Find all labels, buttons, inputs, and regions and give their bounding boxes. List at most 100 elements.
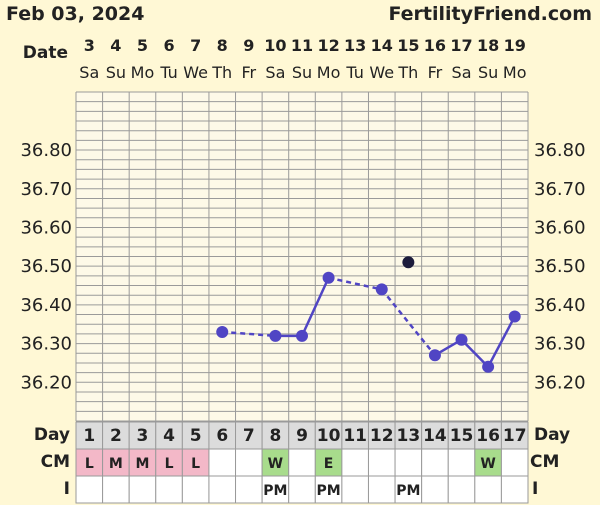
weekday-label: Sa — [79, 63, 99, 82]
weekday-label: Sa — [265, 63, 285, 82]
day-cell — [367, 421, 396, 450]
intercourse-cell — [341, 475, 369, 504]
day-cell — [75, 421, 104, 450]
weekday-label: Mo — [317, 63, 341, 82]
weekday-label: Th — [211, 63, 232, 82]
date-number: 12 — [317, 36, 339, 55]
y-tick-label-left: 36.70 — [20, 179, 72, 200]
cm-value: M — [109, 456, 123, 472]
intercourse-value: PM — [396, 483, 420, 499]
cycle-day-number: 14 — [423, 426, 447, 446]
intercourse-cell — [208, 475, 237, 504]
cm-cell — [421, 448, 449, 477]
cm-cell — [341, 448, 369, 477]
day-cell — [261, 421, 290, 450]
temperature-segment — [300, 277, 330, 337]
cycle-day-number: 5 — [190, 426, 202, 446]
site-name: FertilityFriend.com — [388, 3, 592, 25]
y-axis-right: 36.20 36.30 36.40 36.50 36.60 36.70 36.80 — [534, 140, 586, 393]
date-number: 5 — [137, 36, 148, 55]
date-number: 19 — [504, 36, 526, 55]
weekday-label: Tu — [159, 63, 177, 82]
date-number: 9 — [243, 36, 254, 55]
day-cell — [181, 421, 210, 450]
intercourse-cell — [261, 475, 290, 504]
date-number: 14 — [371, 36, 393, 55]
intercourse-cell — [128, 475, 157, 504]
weekday-label: Su — [478, 63, 498, 82]
cycle-day-number: 12 — [370, 426, 394, 446]
cycle-day-number: 10 — [317, 426, 341, 446]
cycle-day-number: 8 — [269, 426, 281, 446]
weekday-label: Su — [292, 63, 312, 82]
temperature-point — [216, 325, 229, 338]
intercourse-cell — [235, 475, 263, 504]
cycle-day-number: 7 — [243, 426, 255, 446]
cm-cell — [447, 448, 476, 477]
weekday-label: We — [369, 63, 394, 82]
temperature-point-excluded — [402, 256, 415, 269]
day-cell — [421, 421, 449, 450]
y-tick-label-left: 36.60 — [20, 217, 72, 238]
date-number: 3 — [84, 36, 95, 55]
cm-value: E — [324, 456, 334, 472]
day-cell — [314, 421, 343, 450]
y-tick-label-right: 36.80 — [534, 140, 586, 161]
date-number: 10 — [264, 36, 286, 55]
day-row-label-right: Day — [534, 425, 570, 445]
cm-cell — [500, 448, 529, 477]
weekday-label: Fr — [428, 63, 443, 82]
cycle-day-number: 6 — [216, 426, 228, 446]
cm-cell — [102, 448, 130, 477]
temperature-point — [455, 333, 468, 346]
intercourse-cell — [500, 475, 529, 504]
day-cell — [102, 421, 130, 450]
cm-cell — [235, 448, 263, 477]
y-tick-label-left: 36.40 — [20, 295, 72, 316]
date-number: 11 — [291, 36, 313, 55]
cycle-day-number: 17 — [503, 426, 527, 446]
weekday-label: Tu — [345, 63, 363, 82]
cm-value: W — [268, 456, 283, 472]
weekday-label: Mo — [131, 63, 155, 82]
cycle-day-number: 11 — [343, 426, 367, 446]
y-tick-label-left: 36.20 — [20, 372, 72, 393]
date-number: 15 — [397, 36, 419, 55]
temperature-points — [216, 256, 521, 373]
cycle-day-number: 4 — [163, 426, 175, 446]
y-tick-label-left: 36.50 — [20, 256, 72, 277]
temperature-segment-dashed — [328, 276, 383, 291]
intercourse-cell — [155, 475, 183, 504]
temperature-point — [375, 283, 388, 296]
intercourse-cell — [447, 475, 476, 504]
intercourse-cell — [421, 475, 449, 504]
cm-cell — [394, 448, 423, 477]
y-axis-left: 36.20 36.30 36.40 36.50 36.60 36.70 36.80 — [20, 140, 72, 393]
cm-row-label-right: CM — [530, 452, 559, 472]
cm-cell — [367, 448, 396, 477]
date-number: 16 — [424, 36, 446, 55]
day-cell — [128, 421, 157, 450]
date-number: 4 — [110, 36, 121, 55]
y-tick-label-right: 36.50 — [534, 256, 586, 277]
day-cell — [208, 421, 237, 450]
cycle-day-number: 16 — [476, 426, 500, 446]
temperature-segment — [460, 338, 490, 368]
temperature-point — [296, 329, 308, 342]
temperature-point — [482, 360, 495, 373]
weekday-label: We — [183, 63, 208, 82]
intercourse-cell — [367, 475, 396, 504]
i-row-label-left: I — [64, 479, 70, 499]
weekday-label: Th — [397, 63, 418, 82]
weekday-label: Fr — [242, 63, 257, 82]
date-number: 13 — [344, 36, 366, 55]
chart-date-title: Feb 03, 2024 — [6, 3, 144, 25]
cycle-day-number: 3 — [137, 426, 149, 446]
cycle-day-number: 9 — [296, 426, 308, 446]
intercourse-cell — [288, 475, 316, 504]
cm-cell — [208, 448, 237, 477]
temperature-point — [428, 349, 441, 362]
